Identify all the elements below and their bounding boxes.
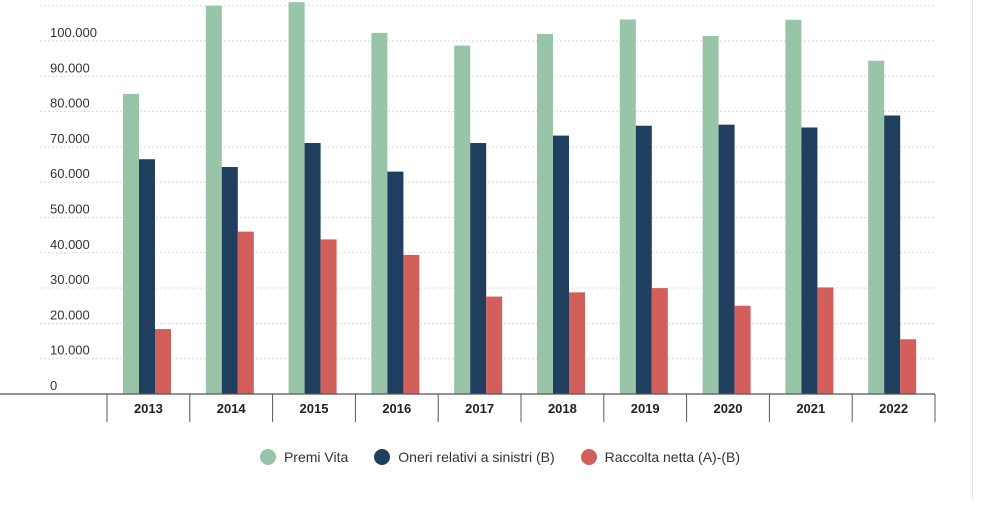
x-axis: 2013 2014 2015 2016 2017 2018 2019 2020 2021 2022 xyxy=(0,393,936,422)
right-divider xyxy=(972,0,973,500)
bar-raccolta-netta-a-b-2020 xyxy=(734,305,751,394)
y-tick-label: 50.000 xyxy=(50,202,90,217)
bar-raccolta-netta-a-b-2022 xyxy=(900,339,917,394)
bar-premi-vita-2017 xyxy=(454,45,471,395)
y-tick-label: 70.000 xyxy=(50,131,90,146)
y-tick-label: 10.000 xyxy=(50,343,90,358)
bar-oneri-relativi-a-sinistri-b-2014 xyxy=(221,167,238,394)
x-tick-label: 2022 xyxy=(879,401,908,416)
bar-premi-vita-2021 xyxy=(785,19,802,394)
bar-raccolta-netta-a-b-2014 xyxy=(237,231,254,394)
bar-oneri-relativi-a-sinistri-b-2018 xyxy=(553,135,569,394)
x-tick-label: 2019 xyxy=(631,401,660,416)
bar-raccolta-netta-a-b-2021 xyxy=(817,287,834,394)
x-tick-label: 2018 xyxy=(548,401,577,416)
bar-premi-vita-2018 xyxy=(537,33,553,394)
bar-oneri-relativi-a-sinistri-b-2019 xyxy=(635,125,652,394)
bar-premi-vita-2022 xyxy=(868,60,885,394)
bar-raccolta-netta-a-b-2015 xyxy=(320,239,337,394)
x-tick-label: 2017 xyxy=(465,401,494,416)
bar-oneri-relativi-a-sinistri-b-2015 xyxy=(304,143,321,394)
x-tick-label: 2021 xyxy=(796,401,825,416)
bar-premi-vita-2014 xyxy=(205,5,222,394)
y-axis-tick-labels: 0 10.000 20.000 30.000 40.000 50.000 60.000 70.… xyxy=(50,25,97,393)
bar-oneri-relativi-a-sinistri-b-2013 xyxy=(139,159,155,394)
y-tick-label: 60.000 xyxy=(50,166,90,181)
bar-raccolta-netta-a-b-2018 xyxy=(569,292,585,394)
bar-oneri-relativi-a-sinistri-b-2021 xyxy=(801,127,818,395)
legend-item-oneri[interactable]: Oneri relativi a sinistri (B) xyxy=(374,449,555,465)
x-tick-label: 2015 xyxy=(300,401,329,416)
y-tick-label: 80.000 xyxy=(50,96,90,111)
legend-swatch-oneri xyxy=(374,449,391,465)
bar-premi-vita-2013 xyxy=(123,93,139,394)
y-tick-label: 30.000 xyxy=(50,272,90,287)
bar-oneri-relativi-a-sinistri-b-2017 xyxy=(470,143,487,394)
y-tick-label: 20.000 xyxy=(50,307,90,322)
bar-raccolta-netta-a-b-2016 xyxy=(403,254,420,394)
bar-premi-vita-2020 xyxy=(702,36,719,395)
x-tick-label: 2016 xyxy=(382,401,411,416)
x-tick-label: 2014 xyxy=(217,401,247,416)
bar-raccolta-netta-a-b-2013 xyxy=(155,329,171,394)
bar-raccolta-netta-a-b-2017 xyxy=(486,296,503,394)
bar-raccolta-netta-a-b-2019 xyxy=(651,288,668,394)
legend-label-raccolta-netta: Raccolta netta (A)-(B) xyxy=(604,449,741,465)
bar-premi-vita-2019 xyxy=(619,19,636,394)
legend-swatch-raccolta-netta xyxy=(580,449,597,465)
bars xyxy=(123,2,917,395)
legend: Premi Vita Oneri relativi a sinistri (B)… xyxy=(0,449,1000,465)
y-tick-label: 0 xyxy=(50,378,57,393)
x-tick-label: 2013 xyxy=(134,401,163,416)
y-tick-label: 40.000 xyxy=(50,237,90,252)
bar-premi-vita-2015 xyxy=(288,2,305,394)
y-tick-label: 100.000 xyxy=(50,25,97,40)
legend-label-premi-vita: Premi Vita xyxy=(283,449,349,465)
x-tick-label: 2020 xyxy=(714,401,743,416)
legend-item-raccolta-netta[interactable]: Raccolta netta (A)-(B) xyxy=(580,449,741,465)
legend-swatch-premi-vita xyxy=(259,449,276,465)
bar-oneri-relativi-a-sinistri-b-2022 xyxy=(884,115,901,394)
legend-label-oneri: Oneri relativi a sinistri (B) xyxy=(398,449,555,465)
bar-premi-vita-2016 xyxy=(371,32,388,394)
y-tick-label: 90.000 xyxy=(50,60,90,75)
bar-oneri-relativi-a-sinistri-b-2020 xyxy=(718,124,735,394)
bar-oneri-relativi-a-sinistri-b-2016 xyxy=(387,171,404,394)
legend-item-premi-vita[interactable]: Premi Vita xyxy=(259,449,349,465)
